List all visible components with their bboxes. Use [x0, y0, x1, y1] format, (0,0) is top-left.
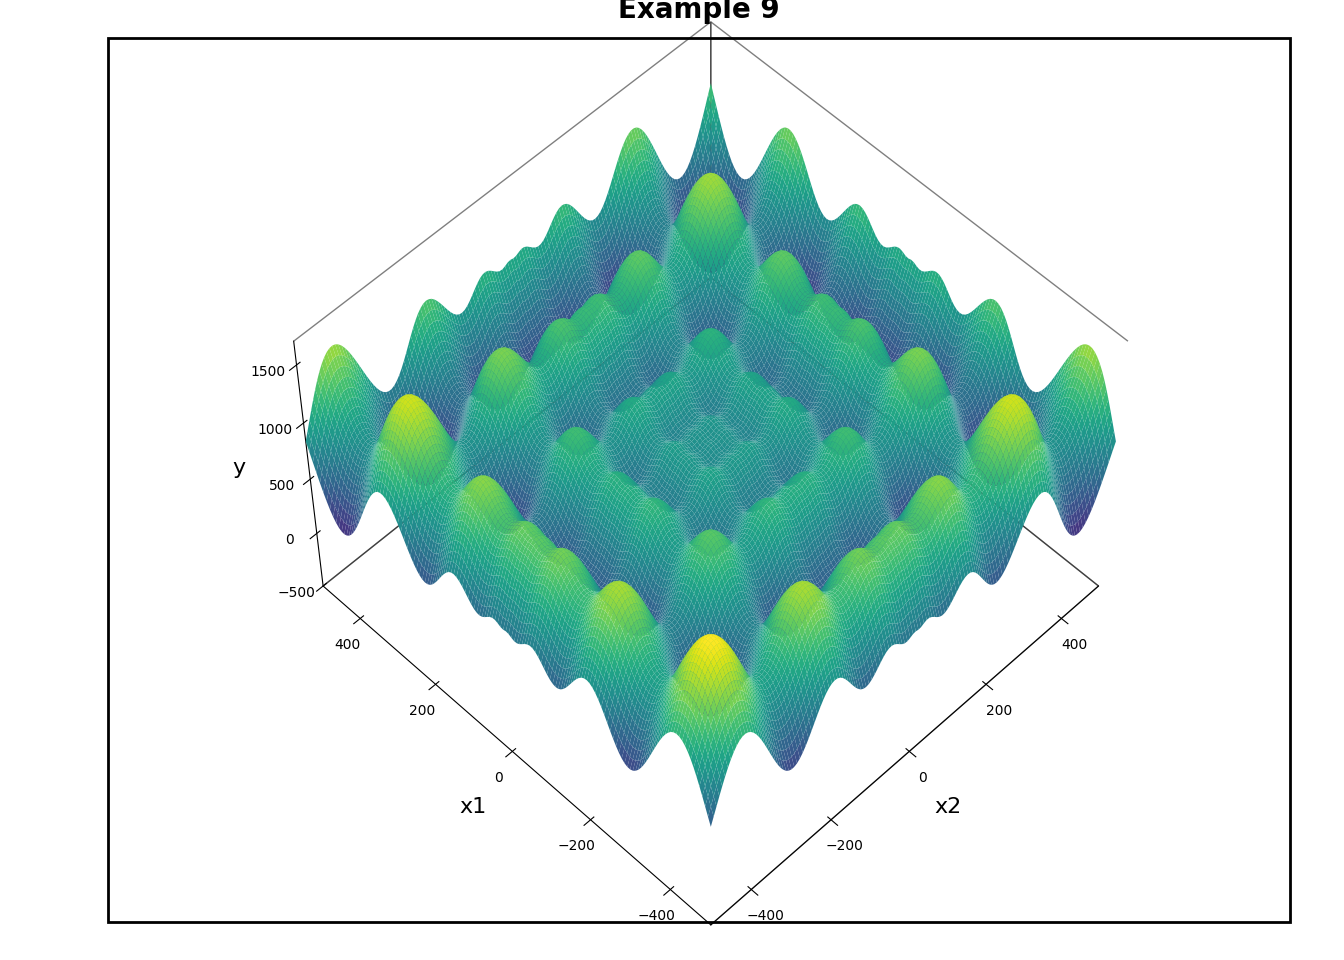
Title: Example 9: Example 9	[618, 0, 780, 24]
Y-axis label: x1: x1	[460, 797, 487, 817]
X-axis label: x2: x2	[934, 797, 962, 817]
